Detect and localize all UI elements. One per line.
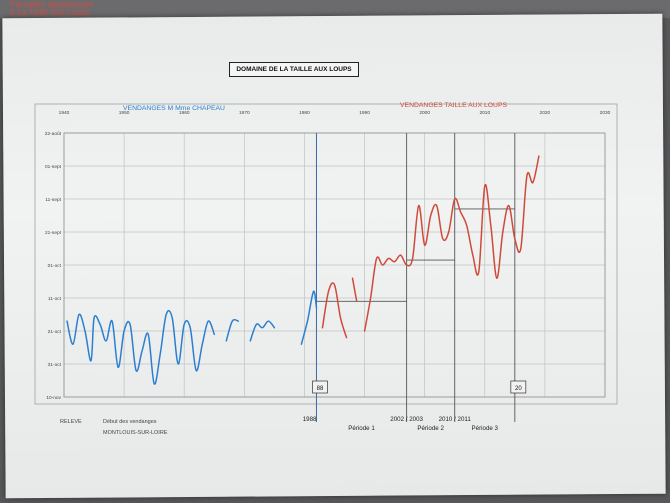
footer-releve: RELEVE	[60, 419, 82, 425]
y-tick-label: 11-oct	[48, 296, 62, 302]
x-tick-label: 1970	[239, 110, 250, 116]
series-taille-aux-loups-line	[321, 282, 348, 339]
y-tick-label: 21-oct	[48, 329, 62, 335]
marker-year-label: 2010 / 2011	[439, 416, 472, 423]
series-chapeau-line	[225, 318, 240, 342]
series-taille-aux-loups-line	[351, 277, 358, 303]
header-label: Parcelles appartenant à La Taille aux Lo…	[10, 0, 140, 16]
series-chapeau-line	[249, 320, 276, 342]
marker-box-label: 20	[515, 386, 522, 392]
left-series-header: VENDANGES M Mme CHAPEAU	[123, 105, 225, 112]
series-chapeau-line	[66, 309, 216, 385]
x-tick-label: 2010	[479, 110, 490, 116]
period-label: Période 1	[348, 425, 375, 432]
x-tick-label: 2020	[540, 110, 551, 116]
y-tick-label: 10-nov	[46, 395, 61, 401]
y-tick-label: 21-sept	[45, 230, 62, 236]
x-tick-label: 1980	[299, 110, 310, 116]
x-tick-label: 1990	[359, 110, 370, 116]
x-tick-label: 2000	[419, 110, 430, 116]
footer-note-line2: MONTLOUIS-SUR-LOIRE	[103, 430, 168, 436]
x-tick-label: 2030	[600, 110, 611, 116]
chart-frame	[34, 103, 618, 405]
header-label-line1: Parcelles appartenant	[10, 0, 93, 9]
marker-box-label: 88	[317, 386, 324, 392]
y-tick-label: 31-oct	[48, 362, 62, 368]
y-tick-label: 11-sept	[45, 197, 61, 203]
x-tick-label: 1940	[59, 110, 70, 116]
series-taille-aux-loups-line	[363, 155, 540, 332]
y-tick-label: 22-août	[45, 131, 62, 137]
marker-box	[312, 380, 328, 394]
document-title: DOMAINE DE LA TAILLE AUX LOUPS	[229, 62, 359, 77]
right-series-header: VENDANGES TAILLE AUX LOUPS	[400, 102, 507, 109]
plot-border	[63, 132, 606, 398]
marker-box	[510, 380, 527, 394]
footer-note-line1: Début des vendanges	[103, 419, 157, 425]
y-tick-label: 01-oct	[48, 263, 62, 269]
series-chapeau-line	[300, 290, 318, 345]
plot-area: 22-août 01-sept 11-sept 21-sept 01-oct 11-oct…	[34, 102, 618, 436]
x-tick-label: 1950	[119, 110, 130, 116]
y-tick-label: 01-sept	[45, 164, 62, 170]
period-label: Période 3	[472, 425, 499, 432]
marker-year-label: 2002 / 2003	[390, 416, 423, 423]
x-tick-label: 1960	[179, 110, 190, 116]
period-label: Période 2	[417, 425, 444, 432]
header-label-line2: à La Taille aux Loups	[10, 7, 90, 17]
marker-year-label: 1988	[303, 416, 317, 423]
